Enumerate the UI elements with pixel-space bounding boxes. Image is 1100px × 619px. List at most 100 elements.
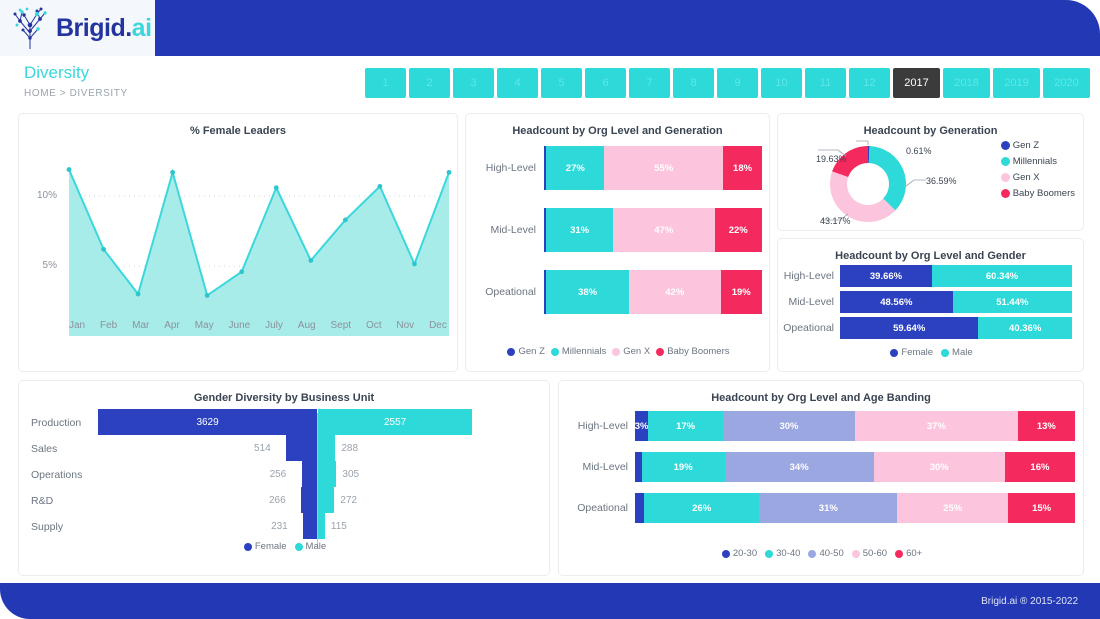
legend-item-millennials[interactable]: Millennials [1000,156,1075,167]
y-tick-10: 10% [36,190,57,202]
legend-dot-icon [243,542,252,551]
period-tab-12[interactable]: 12 [849,68,890,98]
period-tab-6[interactable]: 6 [585,68,626,98]
stacked-bar: 3% 17% 30% 37% 13% [635,411,1075,441]
period-tab-10[interactable]: 10 [761,68,802,98]
stacked-bars-gender: High-Level 39.66% 60.34% Mid-Level 48.56% 51.… [778,265,1085,343]
legend-dot-icon [507,347,516,356]
legend-item-baby-boomers[interactable]: Baby Boomers [1000,188,1075,199]
legend-item-male[interactable]: Male [294,541,327,552]
bu-value-female: 231 [271,521,288,532]
legend-generation[interactable]: Gen Z Millennials Gen X Baby Boomers [466,346,771,357]
bar-segment-60-: 13% [1017,411,1075,441]
period-tab-7[interactable]: 7 [629,68,670,98]
bar-row-mid-level: Mid-Level 19% 34% 30% 16% [559,452,1085,482]
legend-item-gen-z[interactable]: Gen Z [507,346,545,357]
legend-item-gen-x[interactable]: Gen X [612,346,650,357]
card-gender-diversity-business-unit: Gender Diversity by Business Unit Produc… [18,380,550,576]
bar-segment-gen-x: 42% [629,270,721,314]
legend-gender[interactable]: Female Male [778,347,1085,358]
card-headcount-by-generation: Headcount by Generation 19.63% 43.17% 0.… [777,113,1084,231]
bu-bar-female [300,487,317,513]
period-tab-2017[interactable]: 2017 [893,68,940,98]
legend-label: Gen X [623,346,651,357]
bar-segment-gen-z [544,146,547,190]
period-tab-5[interactable]: 5 [541,68,582,98]
period-tab-2020[interactable]: 2020 [1043,68,1090,98]
legend-item-gen-z[interactable]: Gen Z [1000,140,1075,151]
legend-item-60-[interactable]: 60+ [895,548,922,559]
bar-segment-40-50: 34% [724,452,874,482]
legend-label: Baby Boomers [1012,188,1075,199]
legend-item-gen-x[interactable]: Gen X [1000,172,1075,183]
stacked-bar: 48.56% 51.44% [840,291,1072,313]
bar-row-mid-level: Mid-Level 31% 47% 22% [466,208,771,252]
x-tick-june: June [228,320,251,331]
period-tab-9[interactable]: 9 [717,68,758,98]
bu-bar-male: 2557 [318,409,473,435]
legend-label: Female [254,541,287,552]
period-tab-2[interactable]: 2 [409,68,450,98]
donut-chart-generation: 19.63% 43.17% 0.61% 36.59% [778,136,1085,232]
chart-title-business-unit: Gender Diversity by Business Unit [193,392,375,404]
legend-item-20-30[interactable]: 20-30 [721,548,758,559]
legend-label: 20-30 [732,548,758,559]
stacked-bar: 38% 42% 19% [544,270,762,314]
legend-age-banding[interactable]: 20-30 30-40 40-50 50-60 60+ [559,548,1085,559]
chart-title-orglevel-gender: Headcount by Org Level and Gender [835,250,1026,262]
legend-item-female[interactable]: Female [243,541,287,552]
bar-segment-20-30 [635,493,644,523]
bar-row-label: High-Level [577,420,628,432]
donut-slice-baby-boomers [832,146,868,178]
period-tab-8[interactable]: 8 [673,68,714,98]
period-tab-4[interactable]: 4 [497,68,538,98]
bar-segment-female: 48.56% [840,291,953,313]
legend-item-millennials[interactable]: Millennials [550,346,606,357]
x-tick-oct: Oct [365,320,382,331]
chart-title-generation-orglevel: Headcount by Org Level and Generation [512,125,723,137]
bu-bar-male [318,513,325,539]
legend-item-male[interactable]: Male [941,347,973,358]
legend-dot-icon [1000,141,1010,150]
legend-label: Male [305,541,327,552]
top-header-bar: Brigid.ai [0,0,1100,56]
legend-item-40-50[interactable]: 40-50 [808,548,844,559]
bu-bar-male [318,461,337,487]
bu-bar-male [318,487,335,513]
bar-segment-20-30: 3% [635,411,649,441]
x-tick-aug: Aug [297,320,316,331]
stacked-bar: 39.66% 60.34% [840,265,1072,287]
area-chart-female-leaders: 10% 5% [19,138,459,370]
bu-value-male: 2557 [383,416,407,428]
bu-value-male: 305 [342,469,360,480]
bar-segment-male: 60.34% [932,265,1072,287]
legend-item-30-40[interactable]: 30-40 [765,548,800,559]
bar-row-opeational: Opeational 26% 31% 25% 15% [559,493,1085,523]
legend-business-unit[interactable]: Female Male [19,541,551,552]
legend-item-female[interactable]: Female [890,347,933,358]
donut-callout-baby-boomers: 19.63% [816,154,847,164]
legend-item-baby-boomers[interactable]: Baby Boomers [656,346,730,357]
bar-segment-gen-x: 55% [604,146,724,190]
legend-item-50-60[interactable]: 50-60 [851,548,887,559]
period-tab-2019[interactable]: 2019 [993,68,1040,98]
legend-headcount-generation[interactable]: Gen Z Millennials Gen X Baby Boomers [1000,140,1075,199]
period-tab-1[interactable]: 1 [365,68,406,98]
brand-logo[interactable]: Brigid.ai [0,0,155,56]
legend-label: Gen Z [1012,140,1040,151]
bar-segment-female: 39.66% [840,265,932,287]
diverging-center-axis [317,413,318,547]
period-tab-2018[interactable]: 2018 [943,68,990,98]
bar-row-label: Opeational [577,502,628,514]
period-tab-3[interactable]: 3 [453,68,494,98]
brand-name-main: Brigid. [56,13,132,42]
legend-label: 60+ [906,548,923,559]
page-title: Diversity [24,63,90,82]
period-tab-11[interactable]: 11 [805,68,846,98]
legend-dot-icon [890,348,899,357]
period-tab-bar[interactable]: 1 2 3 4 5 6 7 8 9 10 11 12 2017 2018 2019 2020 [365,68,1090,98]
bu-bar-female [303,513,317,539]
x-tick-may: May [194,320,214,331]
bar-segment-50-60: 25% [897,493,1009,523]
x-tick-sept: Sept [330,320,352,331]
